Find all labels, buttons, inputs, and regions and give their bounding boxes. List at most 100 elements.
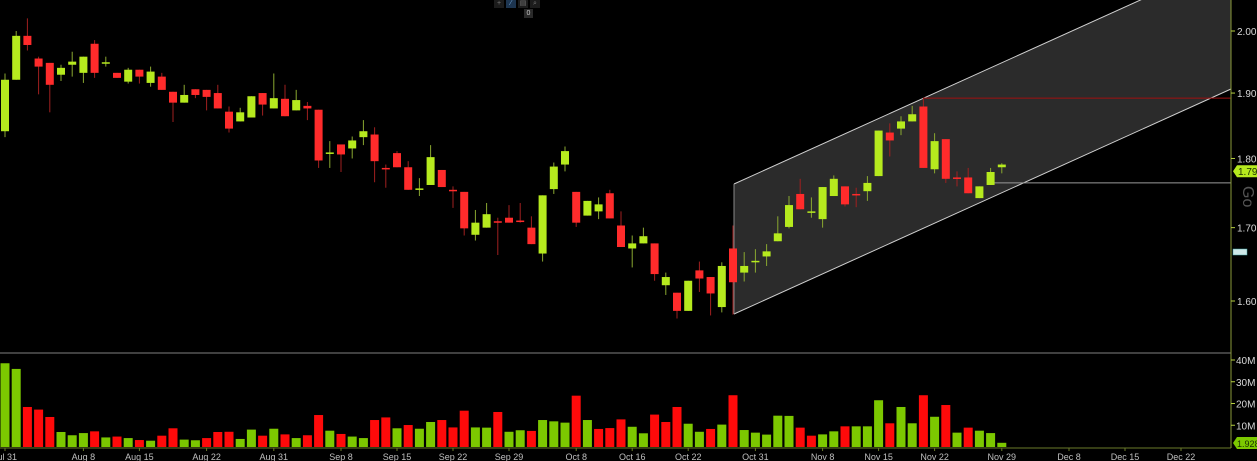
candle[interactable] [807, 197, 816, 218]
candle[interactable] [740, 252, 749, 282]
candle[interactable] [404, 161, 413, 190]
candle[interactable] [79, 56, 88, 83]
candle[interactable] [269, 73, 278, 109]
candle[interactable] [191, 89, 200, 99]
candle[interactable] [762, 244, 771, 266]
candle[interactable] [684, 280, 693, 311]
zoom-icon[interactable]: ⌕ [530, 0, 540, 8]
candle[interactable] [493, 217, 502, 255]
candle[interactable] [202, 89, 211, 111]
candle[interactable] [852, 187, 861, 208]
candle[interactable] [449, 186, 457, 208]
candle[interactable] [706, 277, 715, 316]
candle[interactable] [897, 116, 905, 136]
candle[interactable] [527, 216, 536, 245]
candle[interactable] [68, 51, 77, 77]
candle[interactable] [437, 169, 446, 188]
candle[interactable] [460, 191, 469, 236]
candle[interactable] [605, 189, 614, 219]
candle[interactable] [874, 130, 883, 177]
candle[interactable] [561, 146, 569, 172]
candle[interactable] [157, 72, 166, 90]
candle[interactable] [997, 163, 1006, 174]
candle[interactable] [34, 56, 43, 95]
candle[interactable] [225, 106, 233, 133]
candle[interactable] [1, 73, 9, 138]
layout-icon[interactable]: ▤ [518, 0, 528, 8]
candle[interactable] [908, 105, 917, 122]
candle[interactable] [829, 175, 838, 197]
candle[interactable] [101, 56, 110, 67]
candle[interactable] [169, 91, 177, 123]
candle[interactable] [986, 167, 995, 185]
candle[interactable] [281, 84, 289, 117]
candle[interactable] [213, 84, 222, 109]
candle[interactable] [717, 262, 726, 313]
candle[interactable] [695, 261, 704, 292]
candle[interactable] [885, 123, 894, 157]
candle[interactable] [415, 178, 424, 197]
candle[interactable] [930, 133, 939, 174]
candle[interactable] [90, 40, 99, 78]
candle[interactable] [393, 151, 401, 168]
candle[interactable] [113, 72, 121, 78]
candle[interactable] [348, 136, 357, 159]
candle[interactable] [471, 209, 480, 241]
crosshair-icon[interactable]: + [494, 0, 504, 8]
candle[interactable] [325, 141, 334, 168]
candle[interactable] [505, 205, 513, 223]
candle[interactable] [292, 89, 301, 111]
candle[interactable] [370, 127, 379, 183]
candle[interactable] [919, 98, 928, 168]
candle[interactable] [661, 272, 670, 295]
channel-upper-line[interactable] [733, 0, 1231, 185]
candle[interactable] [818, 187, 827, 228]
candle[interactable] [628, 235, 637, 268]
candle[interactable] [673, 292, 681, 319]
candle[interactable] [23, 18, 32, 51]
candle[interactable] [572, 191, 581, 227]
candle[interactable] [146, 66, 155, 87]
candle[interactable] [538, 195, 547, 262]
candle[interactable] [941, 139, 950, 183]
candle[interactable] [863, 176, 872, 201]
candle[interactable] [45, 62, 54, 113]
candle[interactable] [258, 93, 267, 116]
candle[interactable] [729, 225, 737, 315]
channel-lower-line[interactable] [733, 88, 1232, 315]
candle[interactable] [180, 84, 189, 103]
candle[interactable] [303, 102, 312, 121]
trend-channel[interactable] [733, 0, 1232, 315]
candle[interactable] [841, 186, 849, 207]
candle[interactable] [617, 211, 625, 248]
candle[interactable] [12, 30, 21, 80]
badge[interactable]: 0 [524, 9, 533, 18]
candle[interactable] [482, 202, 491, 228]
candle[interactable] [773, 216, 782, 242]
candle[interactable] [650, 243, 659, 281]
candle[interactable] [583, 200, 592, 216]
candle[interactable] [964, 167, 973, 194]
candle[interactable] [247, 96, 256, 118]
candle[interactable] [426, 145, 435, 185]
candle[interactable] [975, 186, 984, 199]
candle[interactable] [236, 107, 245, 122]
candle[interactable] [594, 197, 603, 220]
candle[interactable] [953, 171, 961, 187]
candle[interactable] [516, 202, 525, 223]
candle[interactable] [796, 178, 805, 210]
candle[interactable] [785, 196, 793, 229]
candle[interactable] [337, 144, 345, 172]
candle[interactable] [135, 69, 144, 84]
candle[interactable] [57, 64, 65, 82]
draw-icon[interactable]: ⁄ [506, 0, 516, 8]
candle[interactable] [314, 109, 323, 168]
candle[interactable] [381, 164, 390, 188]
candle[interactable] [549, 162, 558, 194]
candle[interactable] [639, 227, 648, 244]
candle[interactable] [751, 249, 760, 273]
candle[interactable] [124, 67, 133, 84]
candle[interactable] [359, 120, 368, 146]
go-side-label[interactable]: Go [1239, 186, 1256, 208]
